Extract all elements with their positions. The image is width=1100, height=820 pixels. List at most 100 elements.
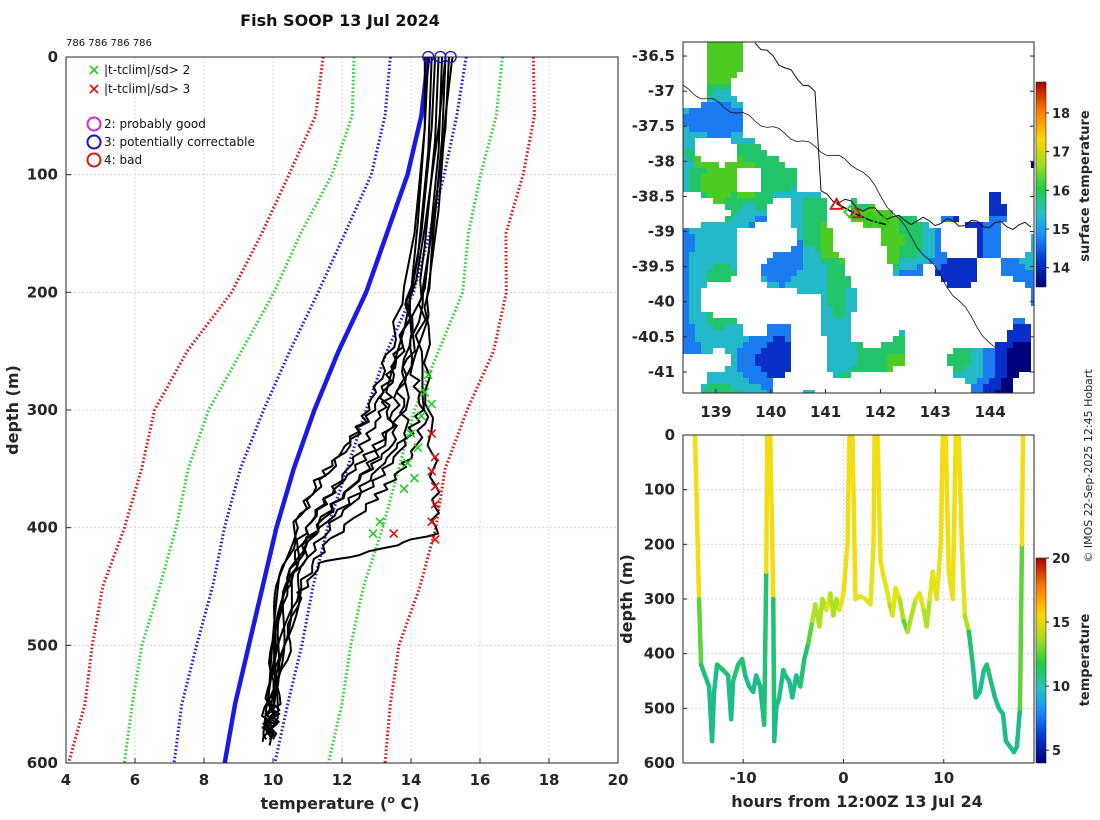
sst-cell	[683, 150, 689, 156]
sst-cell	[1013, 276, 1019, 282]
sst-cell	[725, 126, 731, 132]
sst-cell	[959, 372, 965, 378]
sst-cell	[1001, 342, 1007, 348]
sst-cell	[995, 390, 1001, 393]
profile-y-tick-label: 500	[27, 636, 58, 654]
sst-cell	[695, 282, 701, 288]
sst-cell	[773, 276, 779, 282]
temperature-colorbar	[1035, 557, 1047, 764]
sst-cell	[821, 294, 827, 300]
sst-cell	[821, 324, 827, 330]
sst-cell	[917, 252, 923, 258]
sst-cell	[815, 198, 821, 204]
sst-cell	[857, 348, 863, 354]
sst-cell	[731, 126, 737, 132]
sst-cell	[977, 372, 983, 378]
sst-cell	[893, 234, 899, 240]
sst-cell	[773, 168, 779, 174]
sst-cell	[833, 324, 839, 330]
sst-cell	[707, 180, 713, 186]
sst-cell	[707, 336, 713, 342]
sst-cell	[827, 336, 833, 342]
sst-cell	[821, 228, 827, 234]
sst-cell	[893, 252, 899, 258]
sst-cell	[713, 324, 719, 330]
map-y-tick-label: -37	[648, 82, 675, 100]
sst-cell	[839, 306, 845, 312]
sst-cell	[1025, 276, 1031, 282]
sst-cell	[911, 234, 917, 240]
sst-cell	[1013, 342, 1019, 348]
sst-cell	[755, 150, 761, 156]
sst-cell	[767, 264, 773, 270]
sst-cell	[977, 252, 983, 258]
sst-cell	[953, 270, 959, 276]
sst-cell	[935, 240, 941, 246]
sst-cell	[893, 264, 899, 270]
sst-cell	[797, 240, 803, 246]
sst-cell	[959, 258, 965, 264]
sst-cell	[857, 216, 863, 222]
sst-cell	[749, 210, 755, 216]
profile-9	[262, 57, 426, 735]
sst-cell	[941, 252, 947, 258]
sst-cell	[833, 312, 839, 318]
sst-cell	[737, 48, 743, 54]
sst-cell	[827, 342, 833, 348]
sst-cell	[947, 258, 953, 264]
legend-label: 4: bad	[104, 153, 142, 167]
sst-cell	[791, 210, 797, 216]
section-y-tick-label: 400	[644, 645, 675, 663]
sst-cell	[935, 228, 941, 234]
sst-cell	[761, 174, 767, 180]
sst-cell	[785, 186, 791, 192]
sst-cell	[743, 372, 749, 378]
sst-cell	[713, 186, 719, 192]
section-path-segment	[709, 689, 717, 744]
sst-cell	[863, 204, 869, 210]
sst-cell	[827, 300, 833, 306]
sst-cell	[743, 144, 749, 150]
sst-cell	[965, 258, 971, 264]
sst-cell	[713, 372, 719, 378]
sst-cell	[749, 360, 755, 366]
sst-cell	[977, 366, 983, 372]
sst-cell	[989, 348, 995, 354]
sst-cell	[767, 384, 773, 390]
sst-cell	[1031, 282, 1034, 288]
sst-cell	[977, 360, 983, 366]
sst-cell	[695, 156, 701, 162]
sst-cell	[893, 354, 899, 360]
sst-cell	[737, 66, 743, 72]
sst-cell	[1013, 348, 1019, 354]
sst-cell	[887, 366, 893, 372]
section-path-segment	[772, 706, 779, 744]
sst-cell	[851, 354, 857, 360]
sst-cell	[1001, 264, 1007, 270]
sst-cell	[785, 276, 791, 282]
sst-cell	[743, 348, 749, 354]
sst-cell	[749, 198, 755, 204]
sst-cell	[707, 108, 713, 114]
profile-y-tick-label: 100	[27, 166, 58, 184]
sst-cell	[887, 210, 893, 216]
sst-cell	[1013, 360, 1019, 366]
sst-cell	[737, 120, 743, 126]
sst-cell	[995, 348, 1001, 354]
sst-cell	[701, 390, 707, 393]
sst-cell	[725, 252, 731, 258]
sst-cell	[725, 348, 731, 354]
sst-cell	[779, 360, 785, 366]
sst-cell	[995, 252, 1001, 258]
map-y-tick-label: -41	[648, 363, 675, 381]
sst-cell	[953, 258, 959, 264]
sst-cell	[749, 372, 755, 378]
sst-cell	[773, 264, 779, 270]
sst-cell	[719, 174, 725, 180]
sst-cell	[899, 252, 905, 258]
sst-cell	[815, 288, 821, 294]
sst-cell	[1007, 390, 1013, 393]
sst-cell	[785, 354, 791, 360]
sst-cell	[815, 210, 821, 216]
sst-cell	[803, 282, 809, 288]
